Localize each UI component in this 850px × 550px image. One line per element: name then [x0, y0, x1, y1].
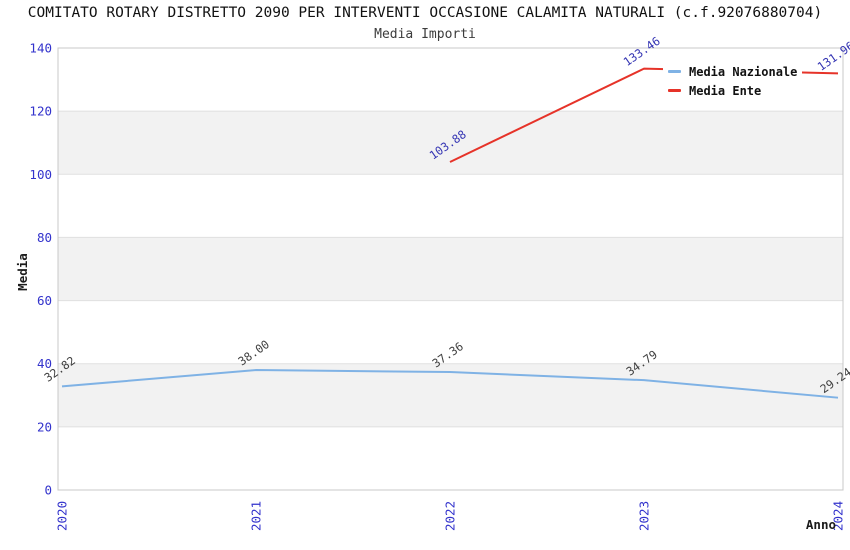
- x-tick-label: 2023: [637, 501, 652, 531]
- legend-label-media-ente: Media Ente: [689, 83, 762, 98]
- y-tick-label: 60: [37, 293, 52, 308]
- data-label: 131.96: [815, 38, 850, 73]
- legend-label-media-nazionale: Media Nazionale: [689, 64, 798, 79]
- y-tick-label: 80: [37, 230, 52, 245]
- y-tick-label: 120: [29, 104, 52, 119]
- x-tick-label: 2024: [831, 501, 846, 531]
- series-line-media-nazionale[interactable]: [61, 369, 839, 399]
- y-tick-label: 100: [29, 167, 52, 182]
- y-tick-label: 40: [37, 356, 52, 371]
- legend-swatch-media-ente: [668, 89, 681, 92]
- legend-item-media-nazionale[interactable]: Media Nazionale: [668, 62, 797, 81]
- y-axis-title: Media: [15, 253, 30, 291]
- legend-item-media-ente[interactable]: Media Ente: [668, 81, 797, 100]
- data-label: 133.46: [621, 34, 663, 69]
- plot-band: [58, 111, 843, 175]
- x-tick-label: 2022: [443, 501, 458, 531]
- y-tick-label: 140: [29, 41, 52, 56]
- legend-swatch-media-nazionale: [668, 70, 681, 73]
- plot-band: [58, 363, 843, 427]
- y-tick-label: 0: [44, 483, 52, 498]
- plot-border: [57, 47, 844, 491]
- chart-title: COMITATO ROTARY DISTRETTO 2090 PER INTER…: [27, 5, 823, 21]
- x-tick-label: 2020: [55, 501, 70, 531]
- x-tick-label: 2021: [249, 501, 264, 531]
- y-tick-label: 20: [37, 419, 52, 434]
- chart-legend: Media Nazionale Media Ente: [663, 59, 803, 103]
- plot-band: [58, 237, 843, 301]
- x-axis-title: Anno: [806, 517, 836, 532]
- chart-subtitle: Media Importi: [374, 27, 476, 42]
